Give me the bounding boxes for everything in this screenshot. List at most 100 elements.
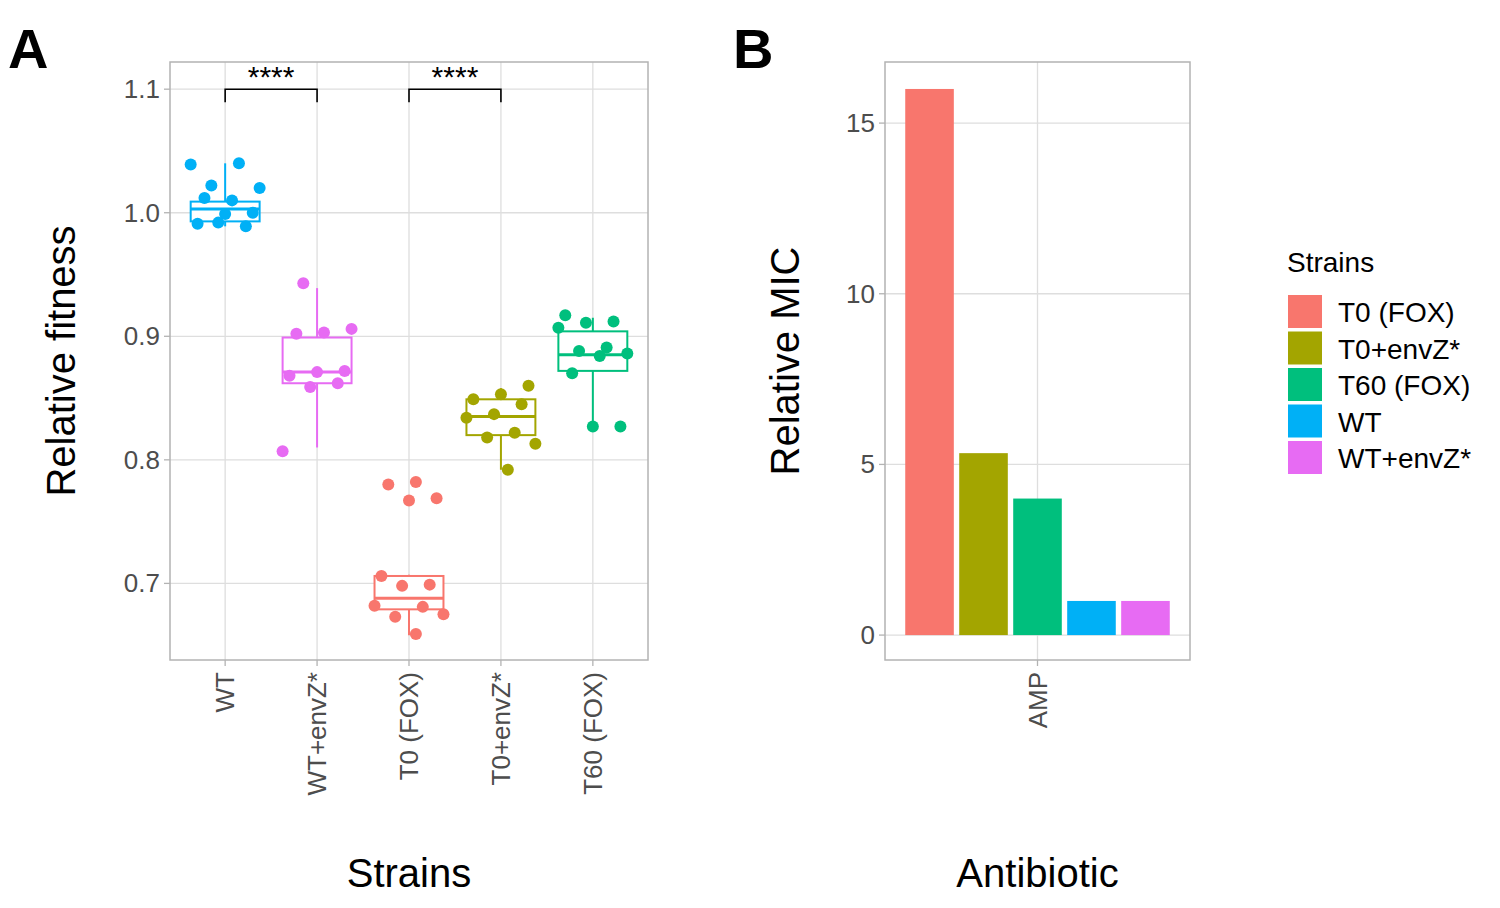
- plot-frame: [885, 62, 1190, 660]
- point: [254, 182, 266, 194]
- point: [332, 377, 344, 389]
- bar: [1067, 601, 1116, 635]
- tick-label: 0.9: [124, 321, 160, 351]
- grid-line: [500, 62, 501, 660]
- grid-line: [408, 62, 409, 660]
- tick-label: 0.8: [124, 445, 160, 475]
- point: [460, 412, 472, 424]
- panel-1: 051015AMPAntibioticRelative MICB: [733, 17, 1190, 895]
- tick: [225, 660, 226, 666]
- significance-label: ****: [432, 60, 479, 93]
- bar: [959, 453, 1008, 635]
- panel-label: B: [733, 17, 773, 80]
- whisker: [592, 318, 594, 332]
- significance-label: ****: [248, 60, 295, 93]
- figure: 0.70.80.91.01.1WTWT+envZ*T0 (FOX)T0+envZ…: [0, 0, 1500, 908]
- point: [247, 207, 259, 219]
- tick-label: WT: [210, 672, 240, 713]
- tick: [500, 660, 501, 666]
- point: [587, 420, 599, 432]
- point: [304, 381, 316, 393]
- legend-key: [1288, 295, 1322, 328]
- tick-label: T0+envZ*: [486, 672, 516, 785]
- box: [283, 338, 352, 384]
- legend-label: T60 (FOX): [1338, 370, 1470, 401]
- legend-title: Strains: [1287, 247, 1374, 278]
- point: [424, 579, 436, 591]
- point: [318, 327, 330, 339]
- point: [226, 194, 238, 206]
- point: [608, 315, 620, 327]
- point: [339, 365, 351, 377]
- point: [594, 350, 606, 362]
- legend-label: WT: [1338, 407, 1382, 438]
- point: [410, 476, 422, 488]
- point: [192, 218, 204, 230]
- y-axis-title: Relative fitness: [39, 225, 83, 496]
- point: [410, 628, 422, 640]
- point: [233, 157, 245, 169]
- point: [552, 322, 564, 334]
- point: [185, 159, 197, 171]
- box: [375, 576, 444, 609]
- point: [495, 388, 507, 400]
- point: [346, 323, 358, 335]
- tick: [1037, 660, 1038, 666]
- tick: [408, 660, 409, 666]
- bar: [905, 89, 954, 635]
- point: [240, 220, 252, 232]
- box: [191, 202, 260, 222]
- tick: [164, 89, 170, 90]
- point: [509, 427, 521, 439]
- point: [502, 464, 514, 476]
- tick: [164, 459, 170, 460]
- plot-background: [170, 62, 648, 660]
- legend-label: T0 (FOX): [1338, 297, 1455, 328]
- tick-label: T60 (FOX): [578, 672, 608, 795]
- tick: [164, 583, 170, 584]
- tick-label: WT+envZ*: [302, 672, 332, 796]
- point: [389, 611, 401, 623]
- legend-key: [1288, 332, 1322, 365]
- point: [559, 309, 571, 321]
- whisker: [408, 609, 410, 635]
- tick: [879, 464, 885, 465]
- tick: [592, 660, 593, 666]
- tick-label: 15: [846, 108, 875, 138]
- point: [382, 479, 394, 491]
- point: [467, 393, 479, 405]
- point: [614, 420, 626, 432]
- point: [311, 366, 323, 378]
- tick-label: 1.0: [124, 198, 160, 228]
- marks: [905, 89, 1170, 635]
- panel-label: A: [8, 17, 48, 80]
- point: [277, 445, 289, 457]
- y-axis-title: Relative MIC: [763, 247, 807, 476]
- legend-label: T0+envZ*: [1338, 334, 1460, 365]
- point: [529, 438, 541, 450]
- grid-line: [225, 62, 226, 660]
- tick-label: T0 (FOX): [394, 672, 424, 780]
- bar: [1121, 601, 1170, 635]
- point: [481, 432, 493, 444]
- point: [437, 608, 449, 620]
- point: [290, 328, 302, 340]
- point: [284, 370, 296, 382]
- median: [558, 353, 627, 356]
- point: [396, 580, 408, 592]
- tick-label: AMP: [1023, 672, 1053, 728]
- point: [566, 367, 578, 379]
- tick: [316, 660, 317, 666]
- box: [558, 331, 627, 371]
- legend-key: [1288, 441, 1322, 474]
- tick-label: 5: [861, 449, 875, 479]
- plot-frame: [170, 62, 648, 660]
- point: [580, 317, 592, 329]
- point: [375, 570, 387, 582]
- point: [488, 408, 500, 420]
- point: [573, 345, 585, 357]
- tick-label: 1.1: [124, 74, 160, 104]
- whisker: [592, 371, 594, 424]
- point: [198, 192, 210, 204]
- point: [297, 277, 309, 289]
